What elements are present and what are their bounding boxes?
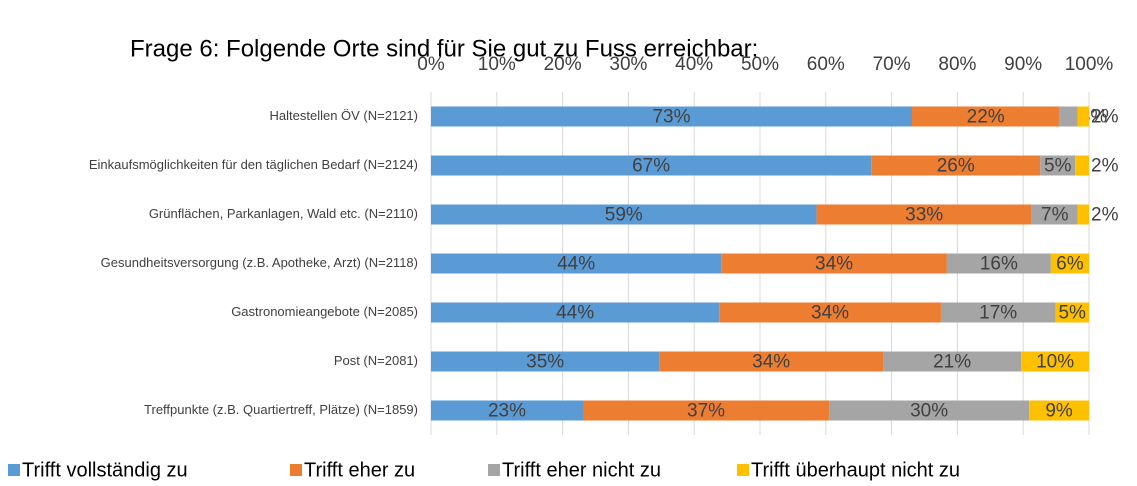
bar-segment [1055,302,1089,323]
y-tick-label: Gastronomieangebote (N=2085) [231,304,418,319]
data-label: 9% [1045,401,1073,422]
bar-segment [431,204,817,225]
x-tick-label: 40% [675,54,713,75]
legend-label: Trifft eher nicht zu [502,459,661,481]
data-label: 34% [811,303,849,324]
bar-segment [719,302,941,323]
data-label: 35% [526,352,564,373]
x-tick-label: 80% [938,54,976,75]
x-tick-label: 50% [741,54,779,75]
bar-segment [1077,204,1089,225]
data-label: 33% [905,205,943,226]
y-tick-label: Post (N=2081) [334,353,418,368]
bar-segment [431,351,660,372]
data-label: 22% [967,107,1005,128]
bar-segment [1075,155,1089,176]
y-tick-label: Grünflächen, Parkanlagen, Wald etc. (N=2… [149,206,418,221]
bar-segment [829,400,1030,421]
data-label: 23% [488,401,526,422]
bar-segment [431,302,720,323]
bar-segment [883,351,1022,372]
bar-segment [1029,400,1089,421]
y-tick-label: Treffpunkte (z.B. Quartiertreff, Plätze)… [144,402,418,417]
x-tick-label: 0% [417,54,445,75]
data-label: 26% [937,156,975,177]
data-label: 67% [632,156,670,177]
x-tick-label: 70% [873,54,911,75]
x-tick-label: 30% [609,54,647,75]
bar-segment [940,302,1056,323]
data-label: 7% [1041,205,1069,226]
bar-segment [1059,106,1078,127]
bar-segment [1077,106,1089,127]
data-label: 5% [1044,156,1072,177]
bar-segment [911,106,1060,127]
data-label: 2% [1091,205,1119,226]
data-label: 5% [1058,303,1086,324]
bar-segment [431,106,912,127]
x-tick-label: 20% [544,54,582,75]
bar-segment [1031,204,1078,225]
bar-segment [582,400,830,421]
data-label: 73% [652,107,690,128]
y-tick-label: Gesundheitsversorgung (z.B. Apotheke, Ar… [101,255,418,270]
data-label: 2% [1091,156,1119,177]
x-tick-label: 60% [807,54,845,75]
bar-segment [871,155,1041,176]
bar-segment [1040,155,1076,176]
x-tick-label: 90% [1004,54,1042,75]
data-label: 59% [605,205,643,226]
bar-segment [816,204,1032,225]
data-label: 44% [557,254,595,275]
legend-label: Trifft überhaupt nicht zu [751,459,960,481]
bar-segment [659,351,884,372]
data-label: 34% [752,352,790,373]
legend-label: Trifft eher zu [304,459,415,481]
data-label: 34% [815,254,853,275]
bar-segment [1050,253,1089,274]
chart-title: Frage 6: Folgende Orte sind für Sie gut … [130,35,758,62]
data-label: 17% [979,303,1017,324]
data-label: 16% [980,254,1018,275]
data-label: 30% [910,401,948,422]
data-label: 44% [556,303,594,324]
bar-segment [431,400,583,421]
bar-segment [1021,351,1089,372]
legend-swatch [290,464,302,476]
bar-segment [946,253,1051,274]
legend-swatch [488,464,500,476]
legend-swatch [737,464,749,476]
data-label: 10% [1036,352,1074,373]
data-label: 6% [1056,254,1084,275]
y-tick-label: Haltestellen ÖV (N=2121) [270,108,419,123]
bar-segment [431,155,872,176]
data-label: 37% [687,401,725,422]
legend-label: Trifft vollständig zu [22,459,188,481]
bar-segment [431,253,722,274]
y-tick-label: Einkaufsmöglichkeiten für den täglichen … [89,157,418,172]
data-label: 2% [1091,107,1119,128]
data-label: 21% [933,352,971,373]
legend-swatch [8,464,20,476]
x-tick-label: 100% [1065,54,1114,75]
x-tick-label: 10% [478,54,516,75]
bar-segment [721,253,947,274]
